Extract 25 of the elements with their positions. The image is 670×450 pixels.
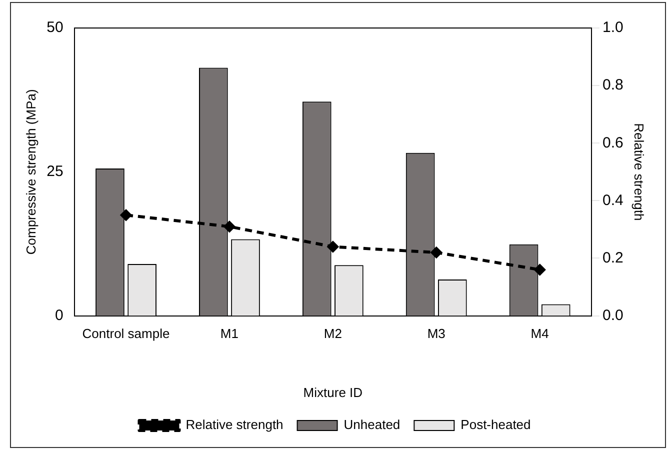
x-tick-label: Control sample bbox=[82, 326, 170, 342]
point bbox=[430, 246, 442, 258]
legend-label: Post-heated bbox=[460, 417, 531, 432]
y2-tick-label: 0.0 bbox=[602, 306, 624, 324]
y-axis-title: Compressive strength (MPa) bbox=[23, 89, 38, 255]
y-tick-label: 50 bbox=[46, 19, 64, 36]
point bbox=[120, 210, 132, 221]
x-tick-label: M2 bbox=[324, 326, 342, 342]
legend-label: Relative strength bbox=[186, 417, 284, 432]
y2-tick-label: 1.0 bbox=[602, 19, 624, 36]
y2-tick-label: 0.2 bbox=[602, 249, 624, 266]
y-tick-label: 0 bbox=[54, 306, 64, 324]
y2-tick-label: 0.4 bbox=[602, 192, 624, 209]
x-tick-label: M3 bbox=[427, 326, 446, 342]
y2-tick-label: 0.8 bbox=[602, 76, 624, 94]
point bbox=[327, 241, 338, 252]
point bbox=[534, 264, 546, 276]
x-axis-title: Mixture ID bbox=[303, 384, 363, 400]
y2-axis-title: Relative strength bbox=[632, 123, 647, 221]
y-tick-label: 25 bbox=[46, 163, 64, 180]
legend-label: Unheated bbox=[344, 417, 400, 432]
x-tick-label: M1 bbox=[220, 326, 238, 342]
x-tick-label: M4 bbox=[530, 326, 549, 342]
point bbox=[224, 221, 235, 232]
y2-tick-label: 0.6 bbox=[602, 134, 624, 152]
